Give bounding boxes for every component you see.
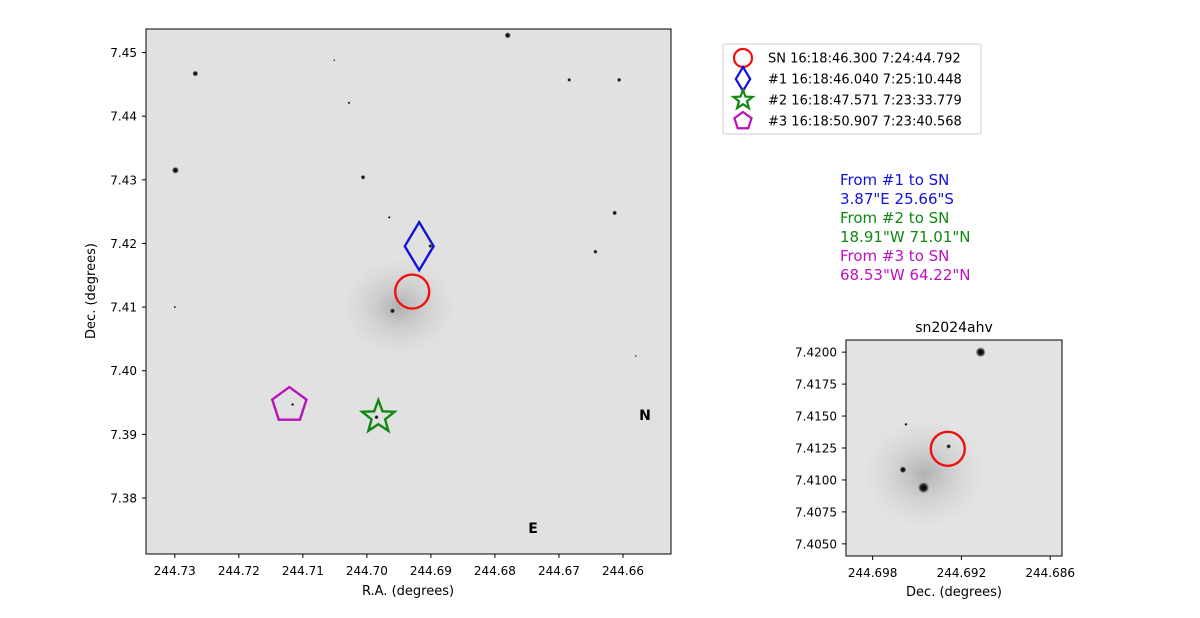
field-star bbox=[171, 166, 180, 174]
legend-entry-label: #3 16:18:50.907 7:23:40.568 bbox=[768, 115, 962, 130]
inset-y-tick-label: 7.4075 bbox=[795, 505, 837, 519]
field-star bbox=[616, 77, 622, 83]
offset-heading: From #1 to SN bbox=[840, 171, 949, 189]
field-star bbox=[428, 244, 433, 248]
field-star bbox=[291, 402, 295, 407]
main-frame bbox=[145, 28, 672, 555]
inset-star bbox=[975, 346, 986, 358]
inset-star bbox=[904, 422, 908, 426]
main-x-axis-label: R.A. (degrees) bbox=[362, 584, 454, 599]
y-tick-label: 7.44 bbox=[110, 110, 137, 124]
offset-heading: From #3 to SN bbox=[840, 247, 949, 265]
inset-y-tick-label: 7.4175 bbox=[795, 378, 837, 392]
compass-east-label: E bbox=[528, 521, 538, 537]
field-star bbox=[387, 215, 391, 219]
offset-value: 3.87"E 25.66"S bbox=[840, 190, 954, 208]
legend-entry-label: SN 16:18:46.300 7:24:44.792 bbox=[768, 52, 961, 67]
field-star bbox=[389, 308, 396, 314]
inset-star bbox=[899, 466, 907, 474]
field-star bbox=[192, 70, 199, 77]
inset-y-tick-label: 7.4125 bbox=[795, 442, 837, 456]
legend-box bbox=[722, 43, 982, 135]
field-star bbox=[612, 210, 618, 216]
field-star bbox=[360, 174, 366, 180]
field-star bbox=[374, 414, 379, 420]
inset-title: sn2024ahv bbox=[915, 320, 993, 336]
field-star bbox=[593, 249, 598, 254]
main-panel: 244.73 244.72 244.71 244.70 244.69 244.68 244.… bbox=[84, 28, 672, 599]
x-tick-label: 244.72 bbox=[218, 564, 260, 578]
legend-marker-ref2 bbox=[730, 86, 756, 111]
field-star bbox=[567, 77, 572, 82]
x-tick-label: 244.66 bbox=[602, 564, 644, 578]
ref3-marker bbox=[270, 385, 308, 421]
ref1-marker bbox=[403, 219, 435, 273]
legend-marker-ref3 bbox=[733, 110, 753, 130]
host-galaxy bbox=[340, 257, 457, 358]
field-star bbox=[333, 59, 336, 62]
x-tick-label: 244.68 bbox=[474, 564, 516, 578]
field-star bbox=[347, 101, 351, 105]
legend: SN 16:18:46.300 7:24:44.792 #1 16:18:46.0… bbox=[722, 43, 982, 135]
offset-value: 68.53"W 64.22"N bbox=[840, 266, 971, 284]
y-tick-label: 7.42 bbox=[110, 237, 137, 251]
field-star bbox=[173, 305, 177, 309]
y-tick-label: 7.39 bbox=[110, 428, 137, 442]
main-y-axis-label: Dec. (degrees) bbox=[84, 243, 99, 339]
y-tick-label: 7.43 bbox=[110, 173, 137, 187]
x-tick-label: 244.71 bbox=[282, 564, 324, 578]
inset-x-tick-label: 244.698 bbox=[848, 566, 898, 580]
inset-star bbox=[946, 443, 952, 449]
inset-x-tick-label: 244.686 bbox=[1025, 566, 1075, 580]
inset-y-tick-label: 7.4050 bbox=[795, 537, 837, 551]
inset-panel: sn2024ahv 244.698 244.692 244.686 7.4050 7.… bbox=[795, 320, 1075, 600]
y-tick-label: 7.40 bbox=[110, 364, 137, 378]
x-tick-label: 244.69 bbox=[410, 564, 452, 578]
inset-x-tick-label: 244.692 bbox=[937, 566, 987, 580]
inset-y-tick-label: 7.4100 bbox=[795, 473, 837, 487]
ref2-marker bbox=[358, 396, 398, 434]
sn-marker bbox=[394, 273, 431, 310]
y-tick-label: 7.45 bbox=[110, 46, 137, 60]
inset-sn-marker bbox=[929, 430, 966, 467]
field-star bbox=[504, 32, 511, 39]
inset-star bbox=[917, 481, 930, 494]
x-tick-label: 244.73 bbox=[154, 564, 196, 578]
compass-north-label: N bbox=[639, 408, 651, 424]
offset-value: 18.91"W 71.01"N bbox=[840, 228, 971, 246]
inset-host-galaxy bbox=[862, 417, 987, 530]
inset-x-axis-label: Dec. (degrees) bbox=[906, 585, 1002, 600]
inset-y-tick-label: 7.4150 bbox=[795, 410, 837, 424]
x-tick-label: 244.70 bbox=[346, 564, 388, 578]
legend-entry-label: #1 16:18:46.040 7:25:10.448 bbox=[768, 73, 962, 88]
offset-heading: From #2 to SN bbox=[840, 209, 949, 227]
y-tick-label: 7.38 bbox=[110, 492, 137, 506]
legend-entry-label: #2 16:18:47.571 7:23:33.779 bbox=[768, 94, 962, 109]
field-star bbox=[634, 355, 637, 358]
x-tick-label: 244.67 bbox=[538, 564, 580, 578]
inset-y-tick-label: 7.4200 bbox=[795, 346, 837, 360]
y-tick-label: 7.41 bbox=[110, 301, 137, 315]
